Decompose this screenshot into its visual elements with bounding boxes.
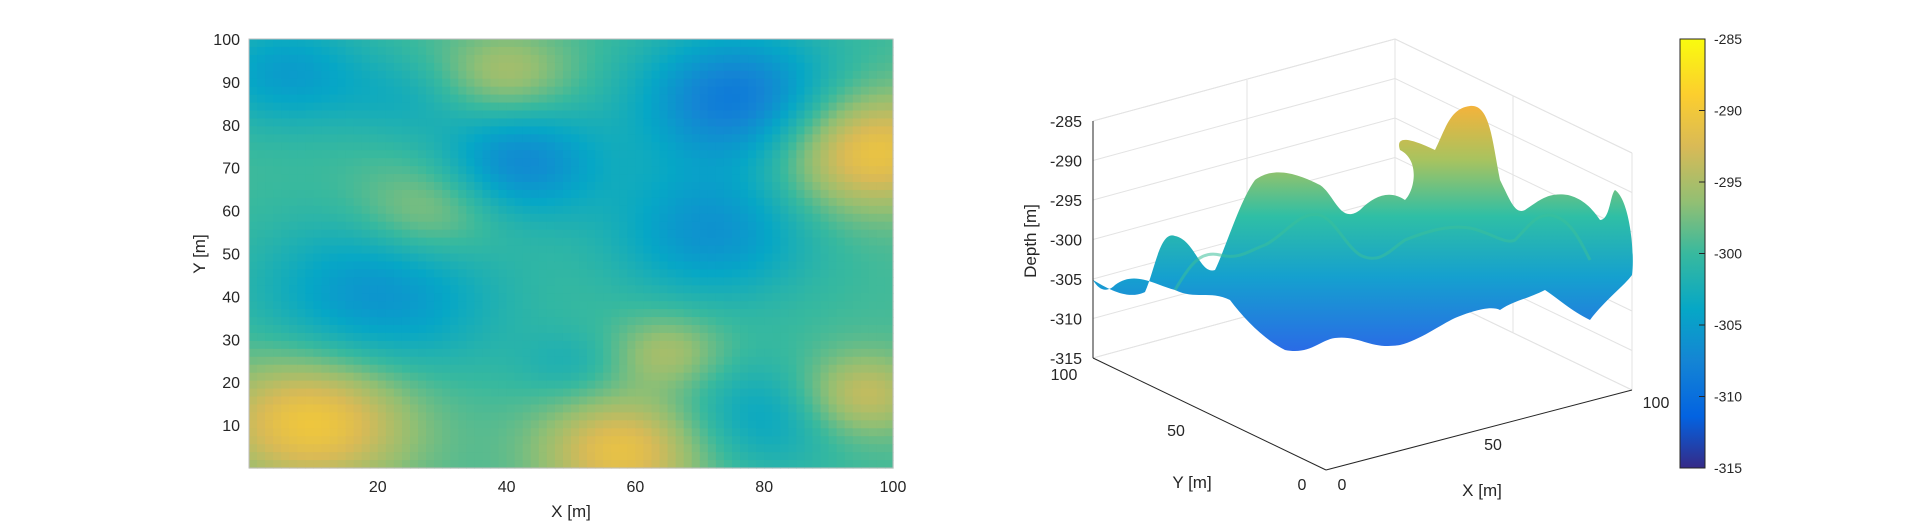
surface-x-tick-50: 50 bbox=[1484, 437, 1502, 454]
colorbar-tick-label: -300 bbox=[1714, 246, 1742, 262]
heatmap-y-tick-label: 40 bbox=[222, 289, 240, 306]
surface-x-tick-0: 0 bbox=[1338, 477, 1347, 494]
colorbar: -285 -290 -295 -300 -305 -310 -315 bbox=[1679, 31, 1742, 476]
surface-y-tick-0: 0 bbox=[1298, 477, 1307, 494]
heatmap-axes-box bbox=[248, 38, 894, 469]
colorbar-tick-label: -315 bbox=[1714, 460, 1742, 476]
surface-front-ridges bbox=[1173, 212, 1592, 291]
surface-z-grid-line bbox=[1092, 117, 1396, 201]
surface-z-tick-label: -300 bbox=[1050, 233, 1082, 250]
colorbar-tick-labels: -285 -290 -295 -300 -305 -310 -315 bbox=[1699, 31, 1742, 476]
surface-x-tick-100: 100 bbox=[1643, 395, 1670, 412]
heatmap-y-tick-label: 30 bbox=[222, 332, 240, 349]
heatmap-y-tick-label: 90 bbox=[222, 75, 240, 92]
surface-y-axis-label: Y [m] bbox=[1172, 473, 1211, 492]
surface-z-tick-label: -310 bbox=[1050, 312, 1082, 329]
surface-z-axis-label: Depth [m] bbox=[1021, 204, 1040, 278]
heatmap-y-tick-label: 70 bbox=[222, 161, 240, 178]
surface-z-tick-label: -295 bbox=[1050, 193, 1082, 210]
heatmap-y-tick-label: 80 bbox=[222, 118, 240, 135]
surface-chart: -285-290-295-300-305-310-315 100 50 0 0 … bbox=[1021, 38, 1670, 500]
heatmap-y-tick-label: 20 bbox=[222, 375, 240, 392]
surface-z-tick-label: -290 bbox=[1050, 154, 1082, 171]
surface-y-tick-50: 50 bbox=[1167, 423, 1185, 440]
heatmap-y-tick-label: 10 bbox=[222, 418, 240, 435]
heatmap-x-tick-label: 40 bbox=[498, 479, 516, 496]
surface-3d-box-front bbox=[1092, 121, 1633, 471]
surface-z-grid-line bbox=[1092, 38, 1396, 122]
surface-z-grid-line bbox=[1394, 78, 1633, 193]
colorbar-tick-label: -295 bbox=[1714, 174, 1742, 190]
surface-z-grid-line bbox=[1092, 157, 1396, 240]
heatmap-y-tick-labels: 10 20 30 40 50 60 70 80 90 100 bbox=[213, 32, 240, 435]
colorbar-tick-label: -310 bbox=[1714, 389, 1742, 405]
heatmap-x-tick-label: 100 bbox=[880, 479, 907, 496]
surface-z-tick-label: -305 bbox=[1050, 272, 1082, 289]
surface-z-grid-line bbox=[1394, 38, 1633, 154]
heatmap-x-tick-labels: 20 40 60 80 100 bbox=[369, 479, 907, 496]
surface-mesh bbox=[1093, 105, 1633, 352]
heatmap-y-axis-label: Y [m] bbox=[190, 234, 209, 273]
surface-y-tick-100: 100 bbox=[1051, 367, 1078, 384]
heatmap-x-tick-label: 60 bbox=[627, 479, 645, 496]
colorbar-tick-label: -285 bbox=[1714, 31, 1742, 47]
surface-z-tick-labels: -285 -290 -295 -300 -305 -310 -315 bbox=[1050, 114, 1082, 368]
colorbar-tick-label: -290 bbox=[1714, 103, 1742, 119]
surface-z-grid-line bbox=[1092, 78, 1396, 161]
heatmap-x-axis-label: X [m] bbox=[551, 502, 591, 521]
heatmap-y-tick-label: 60 bbox=[222, 204, 240, 221]
heatmap-y-tick-label: 100 bbox=[213, 32, 240, 49]
surface-z-tick-label: -285 bbox=[1050, 114, 1082, 131]
surface-x-axis-label: X [m] bbox=[1462, 481, 1502, 500]
surface-z-tick-label: -315 bbox=[1050, 351, 1082, 368]
heatmap-x-tick-label: 20 bbox=[369, 479, 387, 496]
heatmap-x-tick-label: 80 bbox=[755, 479, 773, 496]
heatmap-y-tick-label: 50 bbox=[222, 247, 240, 264]
colorbar-tick-label: -305 bbox=[1714, 317, 1742, 333]
heatmap-image bbox=[249, 39, 894, 469]
